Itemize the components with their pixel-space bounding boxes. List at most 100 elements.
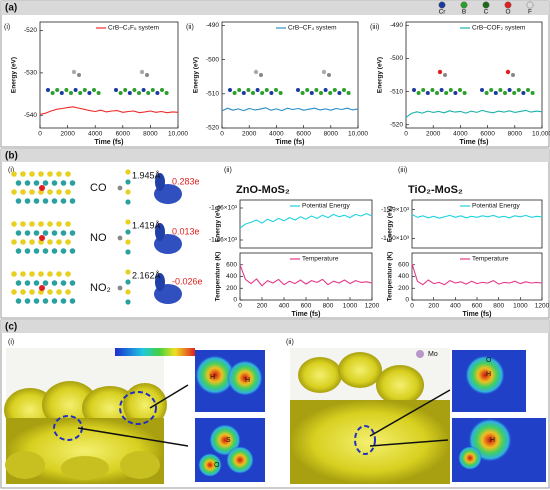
molecule-atom <box>253 69 259 75</box>
panel-label: (ii) <box>186 24 194 31</box>
substrate-atom <box>64 88 69 92</box>
atom <box>60 280 67 286</box>
atom <box>125 249 131 255</box>
atom <box>11 189 17 195</box>
y-tick-label: -520 <box>24 27 37 34</box>
atom <box>20 271 26 277</box>
atom <box>11 289 17 295</box>
molecule-atom <box>437 69 443 75</box>
substrate-atom <box>55 88 60 92</box>
x-tick-label: 10,000 <box>348 131 368 138</box>
substrate-atom <box>96 91 101 95</box>
x-axis-label: Time (fs) <box>94 139 123 146</box>
substrate-atom <box>278 91 283 95</box>
substrate-atom <box>241 91 246 95</box>
isosurface-left <box>4 348 265 484</box>
atom <box>33 298 40 304</box>
substrate-atom <box>425 91 430 95</box>
charge-label: 0.013e <box>172 226 200 236</box>
x-tick-label: 1200 <box>365 303 380 310</box>
substrate-atom <box>337 91 342 95</box>
substrate-atom <box>526 88 530 92</box>
substrate-atom <box>342 88 346 92</box>
y-tick-label: -520 <box>390 121 403 128</box>
x-tick-label: 2000 <box>60 131 75 138</box>
atom <box>24 248 31 254</box>
y-tick-label: 600 <box>398 261 409 268</box>
molecule-atom <box>505 69 511 75</box>
charge-cloud <box>155 173 165 191</box>
atom <box>33 248 40 254</box>
atom <box>42 280 49 286</box>
y-tick-label: -1.46×10³ <box>209 237 238 244</box>
atom <box>125 289 131 295</box>
substrate-atom <box>512 91 517 95</box>
substrate-atom <box>132 88 137 92</box>
molecule-atom <box>443 73 447 77</box>
y-tick-label: -1.50×10³ <box>381 235 410 242</box>
substrate-atom <box>164 91 169 95</box>
y-tick-label: 0 <box>405 297 409 304</box>
atom <box>60 198 67 204</box>
atom <box>11 171 17 177</box>
y-tick-label: -500 <box>206 56 219 63</box>
legend-label: CrB–COF₂ system <box>472 25 525 32</box>
atom <box>125 169 131 175</box>
substrate-atom <box>274 88 278 92</box>
legend-label: Potential Energy <box>472 203 520 210</box>
substrate-atom <box>78 91 83 95</box>
atom <box>47 289 53 295</box>
atom <box>29 171 35 177</box>
substrate-atom <box>141 88 146 92</box>
atom <box>29 189 35 195</box>
x-axis-label: Time (fs) <box>275 139 304 146</box>
substrate-atom <box>493 91 498 95</box>
plot-frame <box>411 199 543 249</box>
y-tick-label: 200 <box>398 285 409 292</box>
legend-label: Temperature <box>302 256 339 263</box>
sub-label: (ii) <box>286 339 294 346</box>
y-tick-label: 200 <box>226 285 237 292</box>
plot-frame <box>39 21 179 129</box>
substrate-atom <box>332 88 337 92</box>
atom <box>38 171 44 177</box>
data-line <box>39 106 179 115</box>
distance-label: 1.419Å <box>132 220 161 230</box>
x-tick-label: 0 <box>404 131 408 138</box>
atom <box>42 180 49 186</box>
substrate-atom <box>314 88 319 92</box>
data-line <box>405 109 543 118</box>
atom <box>47 239 53 245</box>
spot-label: H <box>245 377 250 384</box>
plot-frame <box>405 21 543 129</box>
substrate-atom <box>346 91 351 95</box>
atom <box>47 271 53 277</box>
atom <box>42 298 49 304</box>
legend-label: Potential Energy <box>302 203 350 210</box>
y-tick-label: -540 <box>24 112 37 119</box>
panel-b-header <box>1 149 549 162</box>
atom <box>33 280 40 286</box>
data-line <box>411 213 543 219</box>
chart-title: TiO₂-MoS₂ <box>408 184 463 196</box>
substrate-atom <box>480 88 484 92</box>
substrate-atom <box>50 91 55 95</box>
y-tick-label: 400 <box>398 273 409 280</box>
substrate-atom <box>416 91 421 95</box>
panel-label: (b) <box>5 151 18 162</box>
atom <box>29 289 35 295</box>
x-tick-label: 800 <box>493 303 504 310</box>
substrate-atom <box>503 91 507 95</box>
atom <box>60 230 67 236</box>
y-axis-label: Energy (eV) <box>215 206 222 242</box>
substrate-atom <box>246 88 251 92</box>
plot-frame <box>239 252 373 301</box>
x-axis-label: Time (fs) <box>462 311 491 318</box>
substrate-atom <box>269 91 274 95</box>
substrate-atom <box>458 88 462 92</box>
x-tick-label: 200 <box>257 303 268 310</box>
atom <box>15 248 22 254</box>
y-axis-label: Energy (eV) <box>387 206 394 242</box>
atom-swatch <box>482 1 490 9</box>
atom <box>20 221 26 227</box>
